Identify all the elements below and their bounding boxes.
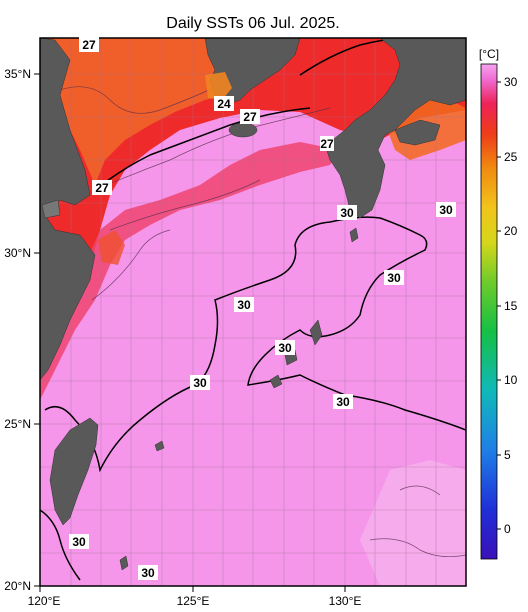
- x-tick-label: 125°E: [177, 594, 210, 608]
- y-tick-label: 25°N: [4, 417, 31, 431]
- colorbar-tick-label: 25: [504, 150, 518, 164]
- batanes-islands: [119, 555, 129, 571]
- contour-label: 30: [340, 206, 354, 220]
- contour-label: 30: [141, 566, 155, 580]
- contour-labels: 27 24 27 27 27 30 30 30 30 30 30 30 30 3…: [69, 37, 456, 580]
- china-mainland: [40, 38, 96, 381]
- y-tick-label: 35°N: [4, 67, 31, 81]
- colorbar-ramp: [480, 63, 498, 560]
- transition-zone: [40, 142, 340, 400]
- contour-label: 30: [387, 271, 401, 285]
- contour-label: 27: [243, 110, 257, 124]
- contour-label: 27: [320, 137, 334, 151]
- hot-patch-zhejiang: [98, 230, 125, 265]
- contour-label: 30: [193, 376, 207, 390]
- contour-label: 30: [336, 395, 350, 409]
- contour-label: 27: [82, 38, 96, 52]
- y-tick-label: 30°N: [4, 246, 31, 260]
- colorbar-tick-label: 10: [504, 373, 518, 387]
- map-title: Daily SSTs 06 Jul. 2025.: [166, 15, 339, 32]
- contour-label: 27: [95, 181, 109, 195]
- ryukyu-island-2: [349, 227, 359, 243]
- chongming-island: [41, 199, 61, 219]
- colorbar-tick-label: 20: [504, 224, 518, 238]
- colorbar-tick-label: 15: [504, 299, 518, 313]
- colorbar: [°C] 30 25 20 15 10 5 0: [479, 47, 518, 560]
- contour-label: 30: [72, 535, 86, 549]
- x-axis: 120°E 125°E 130°E: [28, 586, 362, 608]
- contour-label: 30: [237, 298, 251, 312]
- shikoku-island: [394, 119, 441, 146]
- cooler-pink-patch: [360, 460, 466, 586]
- ryukyu-island-4: [154, 440, 165, 452]
- taiwan-island: [49, 417, 99, 526]
- contour-label: 30: [439, 203, 453, 217]
- colorbar-tick-label: 5: [504, 448, 511, 462]
- contour-label: 30: [278, 341, 292, 355]
- thin-contours: [59, 79, 466, 557]
- contour-label: 24: [217, 97, 231, 111]
- x-tick-label: 120°E: [28, 594, 61, 608]
- colorbar-tick-label: 0: [504, 522, 511, 536]
- map-area: [40, 38, 466, 586]
- y-axis: 35°N 30°N 25°N 20°N: [4, 67, 40, 593]
- colorbar-tick-label: 30: [504, 75, 518, 89]
- ryukyu-island-3: [269, 374, 283, 389]
- hot-patch-yellow-sea-coast: [205, 72, 232, 100]
- colorbar-ticks: 30 25 20 15 10 5 0: [497, 75, 518, 536]
- colorbar-unit: [°C]: [479, 47, 499, 61]
- jeju-island: [228, 122, 258, 138]
- okinawa-island: [309, 319, 323, 346]
- map-frame: [39, 37, 467, 587]
- x-tick-label: 130°E: [329, 594, 362, 608]
- y-tick-label: 20°N: [4, 579, 31, 593]
